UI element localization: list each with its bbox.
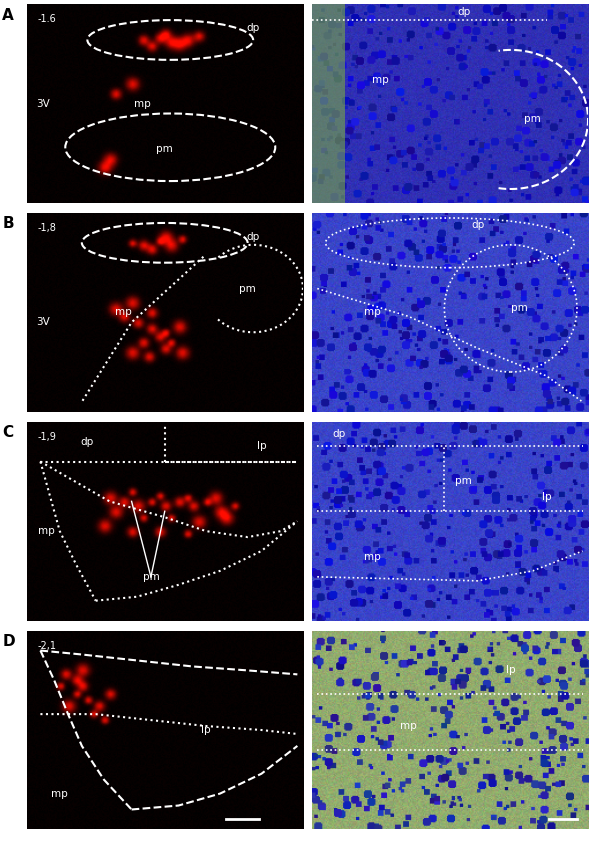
- Text: D: D: [2, 634, 15, 649]
- Text: dp: dp: [457, 8, 470, 17]
- Text: lp: lp: [256, 440, 267, 450]
- Text: pm: pm: [524, 115, 541, 125]
- Text: C: C: [2, 425, 14, 440]
- Text: pm: pm: [142, 572, 160, 582]
- Text: dp: dp: [246, 232, 260, 242]
- Text: -1,9: -1,9: [38, 432, 57, 442]
- Text: mp: mp: [134, 99, 151, 109]
- Text: pm: pm: [455, 477, 472, 487]
- Text: lp: lp: [202, 725, 211, 735]
- Text: pm: pm: [239, 284, 256, 294]
- Text: mp: mp: [115, 307, 132, 317]
- Text: dp: dp: [471, 220, 484, 230]
- Text: pm: pm: [511, 303, 527, 313]
- Text: lp: lp: [506, 665, 515, 675]
- Bar: [312, 4, 345, 203]
- Text: -1,8: -1,8: [38, 223, 57, 233]
- Text: pm: pm: [157, 144, 173, 154]
- Text: mp: mp: [400, 721, 417, 731]
- Text: dp: dp: [246, 23, 260, 33]
- Text: mp: mp: [38, 526, 54, 536]
- Text: mp: mp: [372, 75, 389, 85]
- Text: 3V: 3V: [36, 99, 50, 109]
- Text: mp: mp: [364, 307, 381, 317]
- Text: dp: dp: [333, 429, 346, 439]
- Text: A: A: [2, 8, 14, 23]
- Text: -2,1: -2,1: [38, 641, 57, 651]
- Text: lp: lp: [542, 493, 551, 503]
- Text: 3V: 3V: [36, 317, 50, 328]
- Text: dp: dp: [81, 437, 94, 447]
- Text: mp: mp: [51, 789, 68, 798]
- Text: -1.6: -1.6: [38, 14, 56, 24]
- Text: B: B: [2, 216, 14, 232]
- Text: mp: mp: [364, 552, 381, 562]
